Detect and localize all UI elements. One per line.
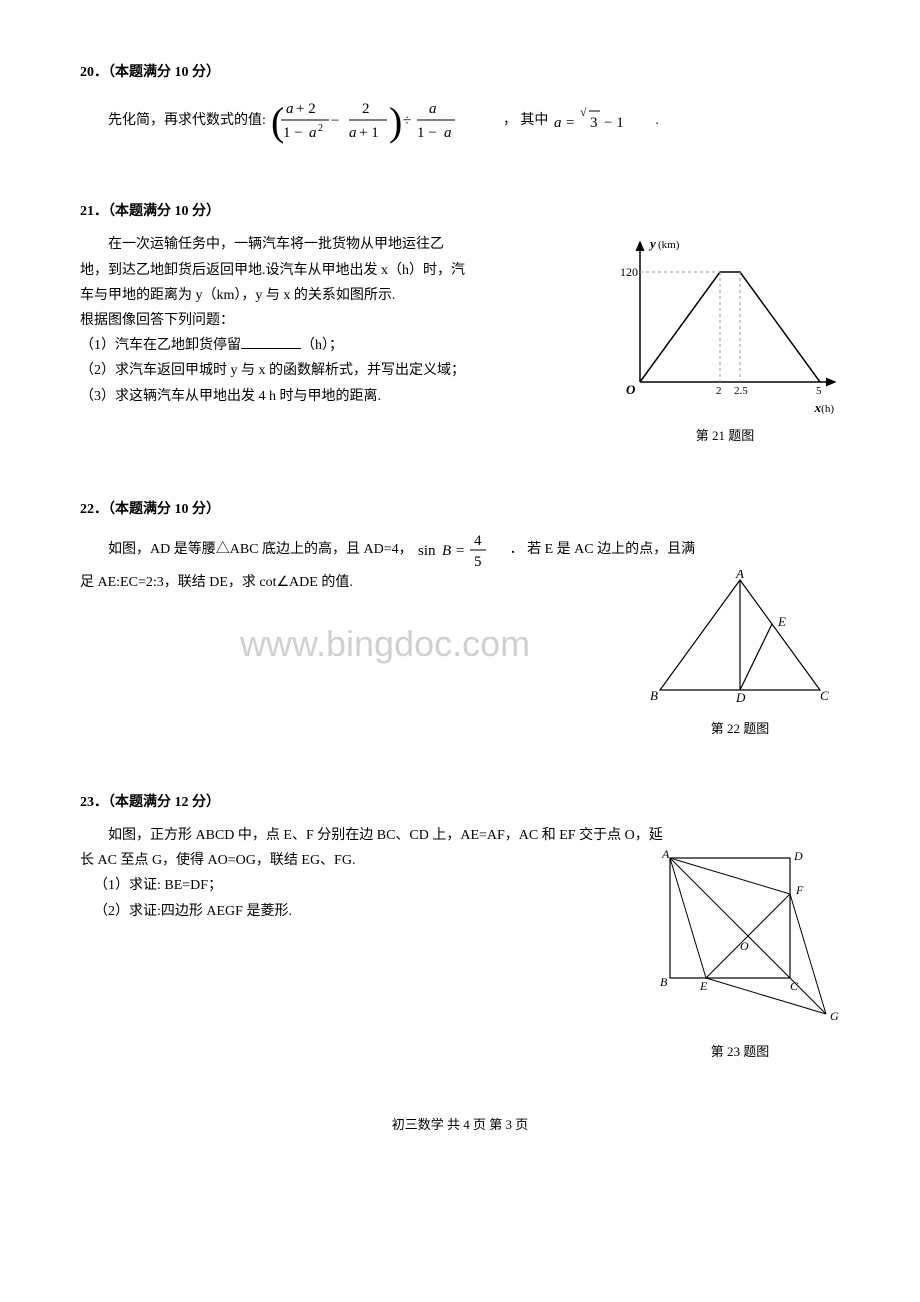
- p21-graph: 120 y(km) O 2 2.5 5: [610, 232, 840, 402]
- p20-a-value: a = √ 3 − 1: [552, 107, 652, 135]
- p22-caption: 第 22 题图: [640, 717, 840, 740]
- svg-text:B: B: [442, 543, 451, 559]
- svg-text:−: −: [331, 113, 339, 129]
- p21-caption: 第 21 题图: [610, 424, 840, 447]
- svg-text:sin: sin: [418, 543, 436, 559]
- svg-text:√: √: [580, 107, 587, 119]
- p21-line3: 车与甲地的距离为 y（km），y 与 x 的关系如图所示.: [80, 283, 600, 308]
- svg-text:C: C: [790, 979, 799, 993]
- p22-body1-prefix: 如图，AD 是等腰△ABC 底边上的高，且 AD=4，: [108, 542, 413, 557]
- svg-text:E: E: [699, 979, 708, 993]
- sinB-fraction: sin B = 4 5: [416, 530, 506, 570]
- problem-22: 22．（本题满分 10 分） 如图，AD 是等腰△ABC 底边上的高，且 AD=…: [80, 497, 840, 740]
- svg-text:+ 2: + 2: [296, 101, 316, 117]
- svg-text:+ 1: + 1: [359, 125, 379, 141]
- p21-line2: 地，到达乙地卸货后返回甲地.设汽车从甲地出发 x（h）时，汽: [80, 258, 600, 283]
- svg-text:B: B: [660, 975, 668, 989]
- blank-fill: [241, 334, 301, 349]
- svg-text:=: =: [566, 115, 574, 131]
- svg-text:D: D: [793, 849, 803, 863]
- svg-text:a: a: [349, 125, 357, 141]
- svg-text:1 −: 1 −: [283, 125, 303, 141]
- svg-text:a: a: [309, 125, 317, 141]
- problem-20-header: 20．（本题满分 10 分）: [80, 60, 840, 85]
- svg-text:E: E: [777, 614, 786, 629]
- problem-23-header: 23．（本题满分 12 分）: [80, 790, 840, 815]
- problem-23: 23．（本题满分 12 分） 如图，正方形 ABCD 中，点 E、F 分别在边 …: [80, 790, 840, 1063]
- p21-line1: 在一次运输任务中，一辆汽车将一批货物从甲地运往乙: [80, 232, 600, 257]
- p21-q1-text: （1）汽车在乙地卸货停留: [80, 338, 241, 353]
- svg-text:B: B: [650, 688, 658, 703]
- svg-text:(km): (km): [658, 239, 680, 251]
- p22-body1-suffix: ． 若 E 是 AC 边上的点，且满: [510, 542, 696, 557]
- svg-text:2.5: 2.5: [734, 385, 748, 397]
- problem-21-header: 21．（本题满分 10 分）: [80, 199, 840, 224]
- p21-q3: （3）求这辆汽车从甲地出发 4 h 时与甲地的距离.: [80, 384, 600, 409]
- p21-q1-suffix: （h）；: [301, 338, 343, 353]
- svg-text:2: 2: [362, 101, 370, 117]
- p20-period: .: [655, 113, 659, 128]
- p22-body1: 如图，AD 是等腰△ABC 底边上的高，且 AD=4， sin B = 4 5 …: [80, 530, 840, 570]
- svg-text:1 −: 1 −: [417, 125, 437, 141]
- svg-text:3: 3: [590, 115, 598, 131]
- svg-text:G: G: [830, 1009, 839, 1023]
- p23-q2: （2）求证:四边形 AEGF 是菱形.: [94, 899, 630, 924]
- svg-text:÷: ÷: [403, 113, 411, 129]
- svg-text:2: 2: [318, 123, 323, 134]
- p23-figure: A D B C E F O G: [640, 848, 840, 1028]
- svg-text:A: A: [661, 848, 670, 861]
- problem-22-header: 22．（本题满分 10 分）: [80, 497, 840, 522]
- svg-text:a: a: [429, 101, 437, 117]
- p23-q1: （1）求证: BE=DF；: [94, 873, 630, 898]
- svg-text:): ): [389, 99, 402, 144]
- svg-text:120: 120: [620, 265, 638, 279]
- svg-text:5: 5: [474, 554, 482, 570]
- problem-21: 21．（本题满分 10 分） 在一次运输任务中，一辆汽车将一批货物从甲地运往乙 …: [80, 199, 840, 447]
- p22-body2: 足 AE:EC=2:3，联结 DE，求 cot∠ADE 的值.: [80, 570, 630, 595]
- p21-q1: （1）汽车在乙地卸货停留 （h）；: [80, 333, 600, 358]
- p20-prefix: 先化简，再求代数式的值:: [108, 113, 266, 128]
- p21-line4: 根据图像回答下列问题：: [80, 308, 600, 333]
- p22-triangle: A B C D E: [640, 570, 840, 705]
- page-footer: 初三数学 共 4 页 第 3 页: [80, 1113, 840, 1136]
- svg-text:O: O: [626, 382, 636, 397]
- svg-text:C: C: [820, 688, 829, 703]
- problem-20-body: 先化简，再求代数式的值: ( a + 2 1 − a 2 − 2 a + 1 )…: [80, 93, 840, 149]
- p20-suffix: ， 其中: [503, 113, 549, 128]
- svg-text:4: 4: [474, 533, 482, 549]
- svg-text:a: a: [286, 101, 294, 117]
- svg-text:O: O: [740, 939, 749, 953]
- svg-text:D: D: [735, 690, 746, 705]
- svg-text:a: a: [444, 125, 452, 141]
- svg-text:=: =: [456, 543, 464, 559]
- p20-formula: ( a + 2 1 − a 2 − 2 a + 1 ) ÷ a 1 − a: [269, 93, 499, 149]
- svg-text:2: 2: [716, 385, 722, 397]
- svg-text:A: A: [735, 570, 744, 581]
- svg-text:y: y: [648, 236, 656, 251]
- svg-text:− 1: − 1: [604, 115, 624, 131]
- svg-text:F: F: [795, 883, 804, 897]
- x-axis-label-unit: (h): [821, 403, 834, 415]
- p23-body2: 长 AC 至点 G，使得 AO=OG，联结 EG、FG.: [80, 848, 630, 873]
- p23-body1: 如图，正方形 ABCD 中，点 E、F 分别在边 BC、CD 上，AE=AF，A…: [80, 823, 840, 848]
- p23-caption: 第 23 题图: [640, 1040, 840, 1063]
- page-content: 20．（本题满分 10 分） 先化简，再求代数式的值: ( a + 2 1 − …: [80, 60, 840, 1136]
- svg-text:a: a: [554, 115, 562, 131]
- p21-q2: （2）求汽车返回甲城时 y 与 x 的函数解析式，并写出定义域；: [80, 358, 600, 383]
- problem-20: 20．（本题满分 10 分） 先化简，再求代数式的值: ( a + 2 1 − …: [80, 60, 840, 149]
